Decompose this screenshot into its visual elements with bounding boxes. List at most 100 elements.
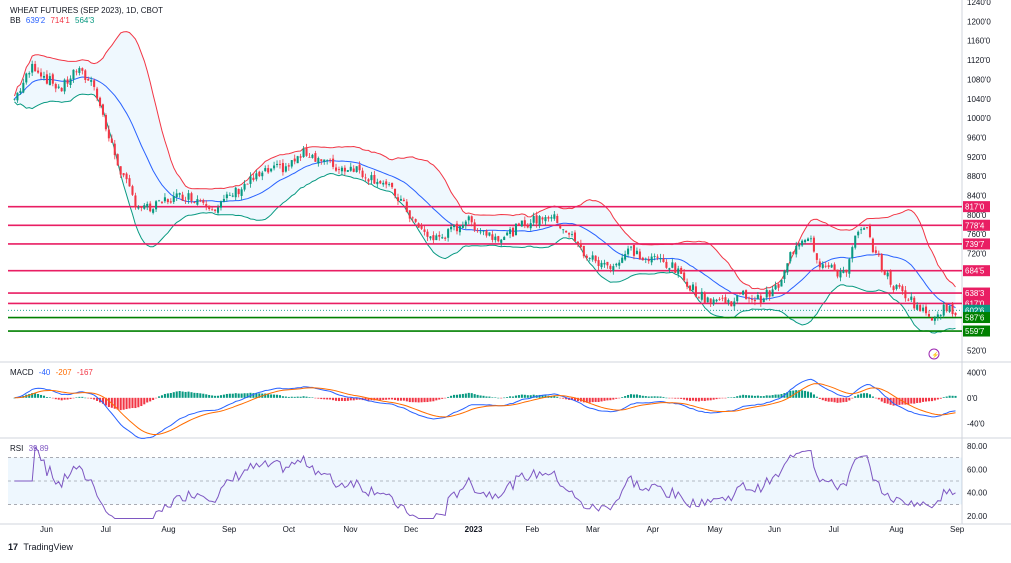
macd-hist-bar-60 bbox=[190, 392, 193, 398]
macd-hist-value: -167 bbox=[76, 368, 93, 377]
candle-body-57 bbox=[181, 194, 184, 201]
candle-body-30 bbox=[101, 104, 105, 115]
macd-hist-bar-310 bbox=[927, 397, 931, 402]
macd-hist-bar-248 bbox=[745, 395, 748, 398]
candle-body-214 bbox=[644, 258, 647, 260]
price-tick-label-2: 1160'0 bbox=[967, 37, 991, 46]
candle-body-227 bbox=[683, 272, 686, 281]
candle-body-137 bbox=[417, 223, 420, 228]
candle-body-310 bbox=[927, 314, 931, 317]
tradingview-brand[interactable]: 17 TradingView bbox=[8, 542, 73, 552]
candle-body-238 bbox=[715, 299, 718, 302]
macd-hist-bar-99 bbox=[305, 396, 308, 398]
macd-hist-bar-185 bbox=[559, 397, 562, 399]
macd-hist-bar-217 bbox=[653, 396, 656, 398]
price-tick-label-10: 840'0 bbox=[967, 192, 987, 201]
macd-hist-bar-86 bbox=[267, 394, 270, 398]
macd-hist-bar-193 bbox=[582, 397, 585, 403]
macd-hist-bar-71 bbox=[222, 394, 225, 398]
macd-hist-bar-0 bbox=[13, 397, 16, 399]
macd-hist-bar-162 bbox=[491, 397, 494, 398]
macd-hist-bar-214 bbox=[644, 396, 647, 398]
candle-body-144 bbox=[438, 234, 441, 237]
candle-body-318 bbox=[951, 304, 954, 315]
macd-hist-bar-281 bbox=[842, 397, 845, 403]
macd-hist-bar-170 bbox=[514, 395, 518, 398]
candle-body-166 bbox=[503, 237, 506, 240]
candle-body-252 bbox=[756, 295, 759, 300]
candle-body-37 bbox=[122, 173, 125, 176]
alert-icon[interactable] bbox=[928, 348, 940, 360]
macd-hist-bar-262 bbox=[786, 392, 789, 398]
candle-body-139 bbox=[423, 229, 426, 232]
macd-hist-bar-115 bbox=[352, 397, 355, 401]
candle-body-2 bbox=[19, 90, 22, 94]
candle-body-195 bbox=[588, 258, 591, 259]
macd-hist-bar-200 bbox=[603, 397, 606, 401]
candle-body-237 bbox=[712, 299, 715, 305]
macd-hist-bar-191 bbox=[576, 397, 579, 402]
macd-hist-bar-265 bbox=[795, 390, 798, 398]
macd-hist-bar-158 bbox=[479, 395, 482, 398]
candle-body-141 bbox=[429, 236, 432, 239]
macd-hist-bar-159 bbox=[482, 395, 485, 398]
candle-body-123 bbox=[376, 181, 379, 185]
macd-hist-bar-315 bbox=[942, 397, 945, 398]
macd-hist-bar-114 bbox=[349, 397, 352, 401]
price-tick-label-12: 760'0 bbox=[967, 230, 987, 239]
candle-body-150 bbox=[455, 223, 459, 232]
macd-hist-bar-26 bbox=[90, 397, 93, 399]
macd-hist-bar-65 bbox=[205, 394, 208, 398]
candle-body-301 bbox=[901, 286, 904, 292]
candle-body-133 bbox=[405, 201, 408, 212]
candle-body-151 bbox=[458, 226, 461, 233]
macd-hist-bar-129 bbox=[393, 397, 397, 401]
candle-body-9 bbox=[39, 72, 43, 77]
macd-hist-bar-225 bbox=[677, 397, 680, 399]
candle-body-203 bbox=[612, 266, 615, 271]
candle-body-258 bbox=[774, 285, 777, 290]
candle-body-217 bbox=[653, 256, 656, 257]
macd-hist-bar-42 bbox=[137, 397, 140, 408]
candle-body-143 bbox=[435, 235, 438, 241]
rsi-tick-label-1: 60.00 bbox=[967, 465, 988, 474]
macd-hist-bar-8 bbox=[37, 394, 40, 398]
macd-hist-bar-169 bbox=[511, 396, 515, 398]
price-tick-label-0: 1240'0 bbox=[967, 0, 991, 7]
rsi-band-fill bbox=[8, 457, 962, 505]
candle-body-304 bbox=[910, 296, 913, 300]
candle-body-191 bbox=[576, 241, 579, 244]
macd-hist-bar-179 bbox=[541, 395, 544, 398]
candle-body-142 bbox=[432, 235, 435, 241]
macd-hist-bar-293 bbox=[877, 397, 880, 400]
candle-body-35 bbox=[116, 154, 119, 166]
price-tick-label-13: 720'0 bbox=[967, 250, 987, 259]
macd-hist-bar-89 bbox=[275, 394, 279, 398]
macd-hist-bar-252 bbox=[756, 395, 759, 398]
macd-hist-bar-180 bbox=[544, 395, 547, 398]
candle-body-207 bbox=[624, 254, 627, 260]
macd-hist-bar-104 bbox=[320, 397, 323, 400]
macd-hist-bar-285 bbox=[854, 396, 857, 398]
candle-body-271 bbox=[812, 237, 815, 252]
candle-body-286 bbox=[857, 231, 860, 236]
macd-hist-bar-236 bbox=[709, 397, 712, 401]
macd-hist-bar-305 bbox=[913, 397, 916, 404]
macd-hist-bar-150 bbox=[455, 394, 459, 398]
candle-body-184 bbox=[556, 215, 559, 224]
candle-body-63 bbox=[199, 200, 202, 202]
price-level-label-7: 587'6 bbox=[965, 314, 985, 323]
candle-body-68 bbox=[214, 209, 217, 211]
macd-hist-bar-40 bbox=[131, 397, 134, 409]
macd-hist-bar-119 bbox=[364, 397, 367, 401]
macd-hist-bar-275 bbox=[824, 397, 827, 402]
macd-hist-bar-83 bbox=[258, 393, 261, 398]
candle-body-36 bbox=[119, 166, 122, 175]
macd-hist-bar-268 bbox=[804, 390, 807, 398]
macd-hist-bar-153 bbox=[464, 393, 467, 398]
candle-body-16 bbox=[60, 87, 63, 92]
price-tick-label-8: 920'0 bbox=[967, 153, 987, 162]
macd-hist-bar-206 bbox=[621, 397, 624, 398]
candle-body-128 bbox=[391, 182, 394, 188]
price-level-tag-0 bbox=[963, 201, 990, 213]
